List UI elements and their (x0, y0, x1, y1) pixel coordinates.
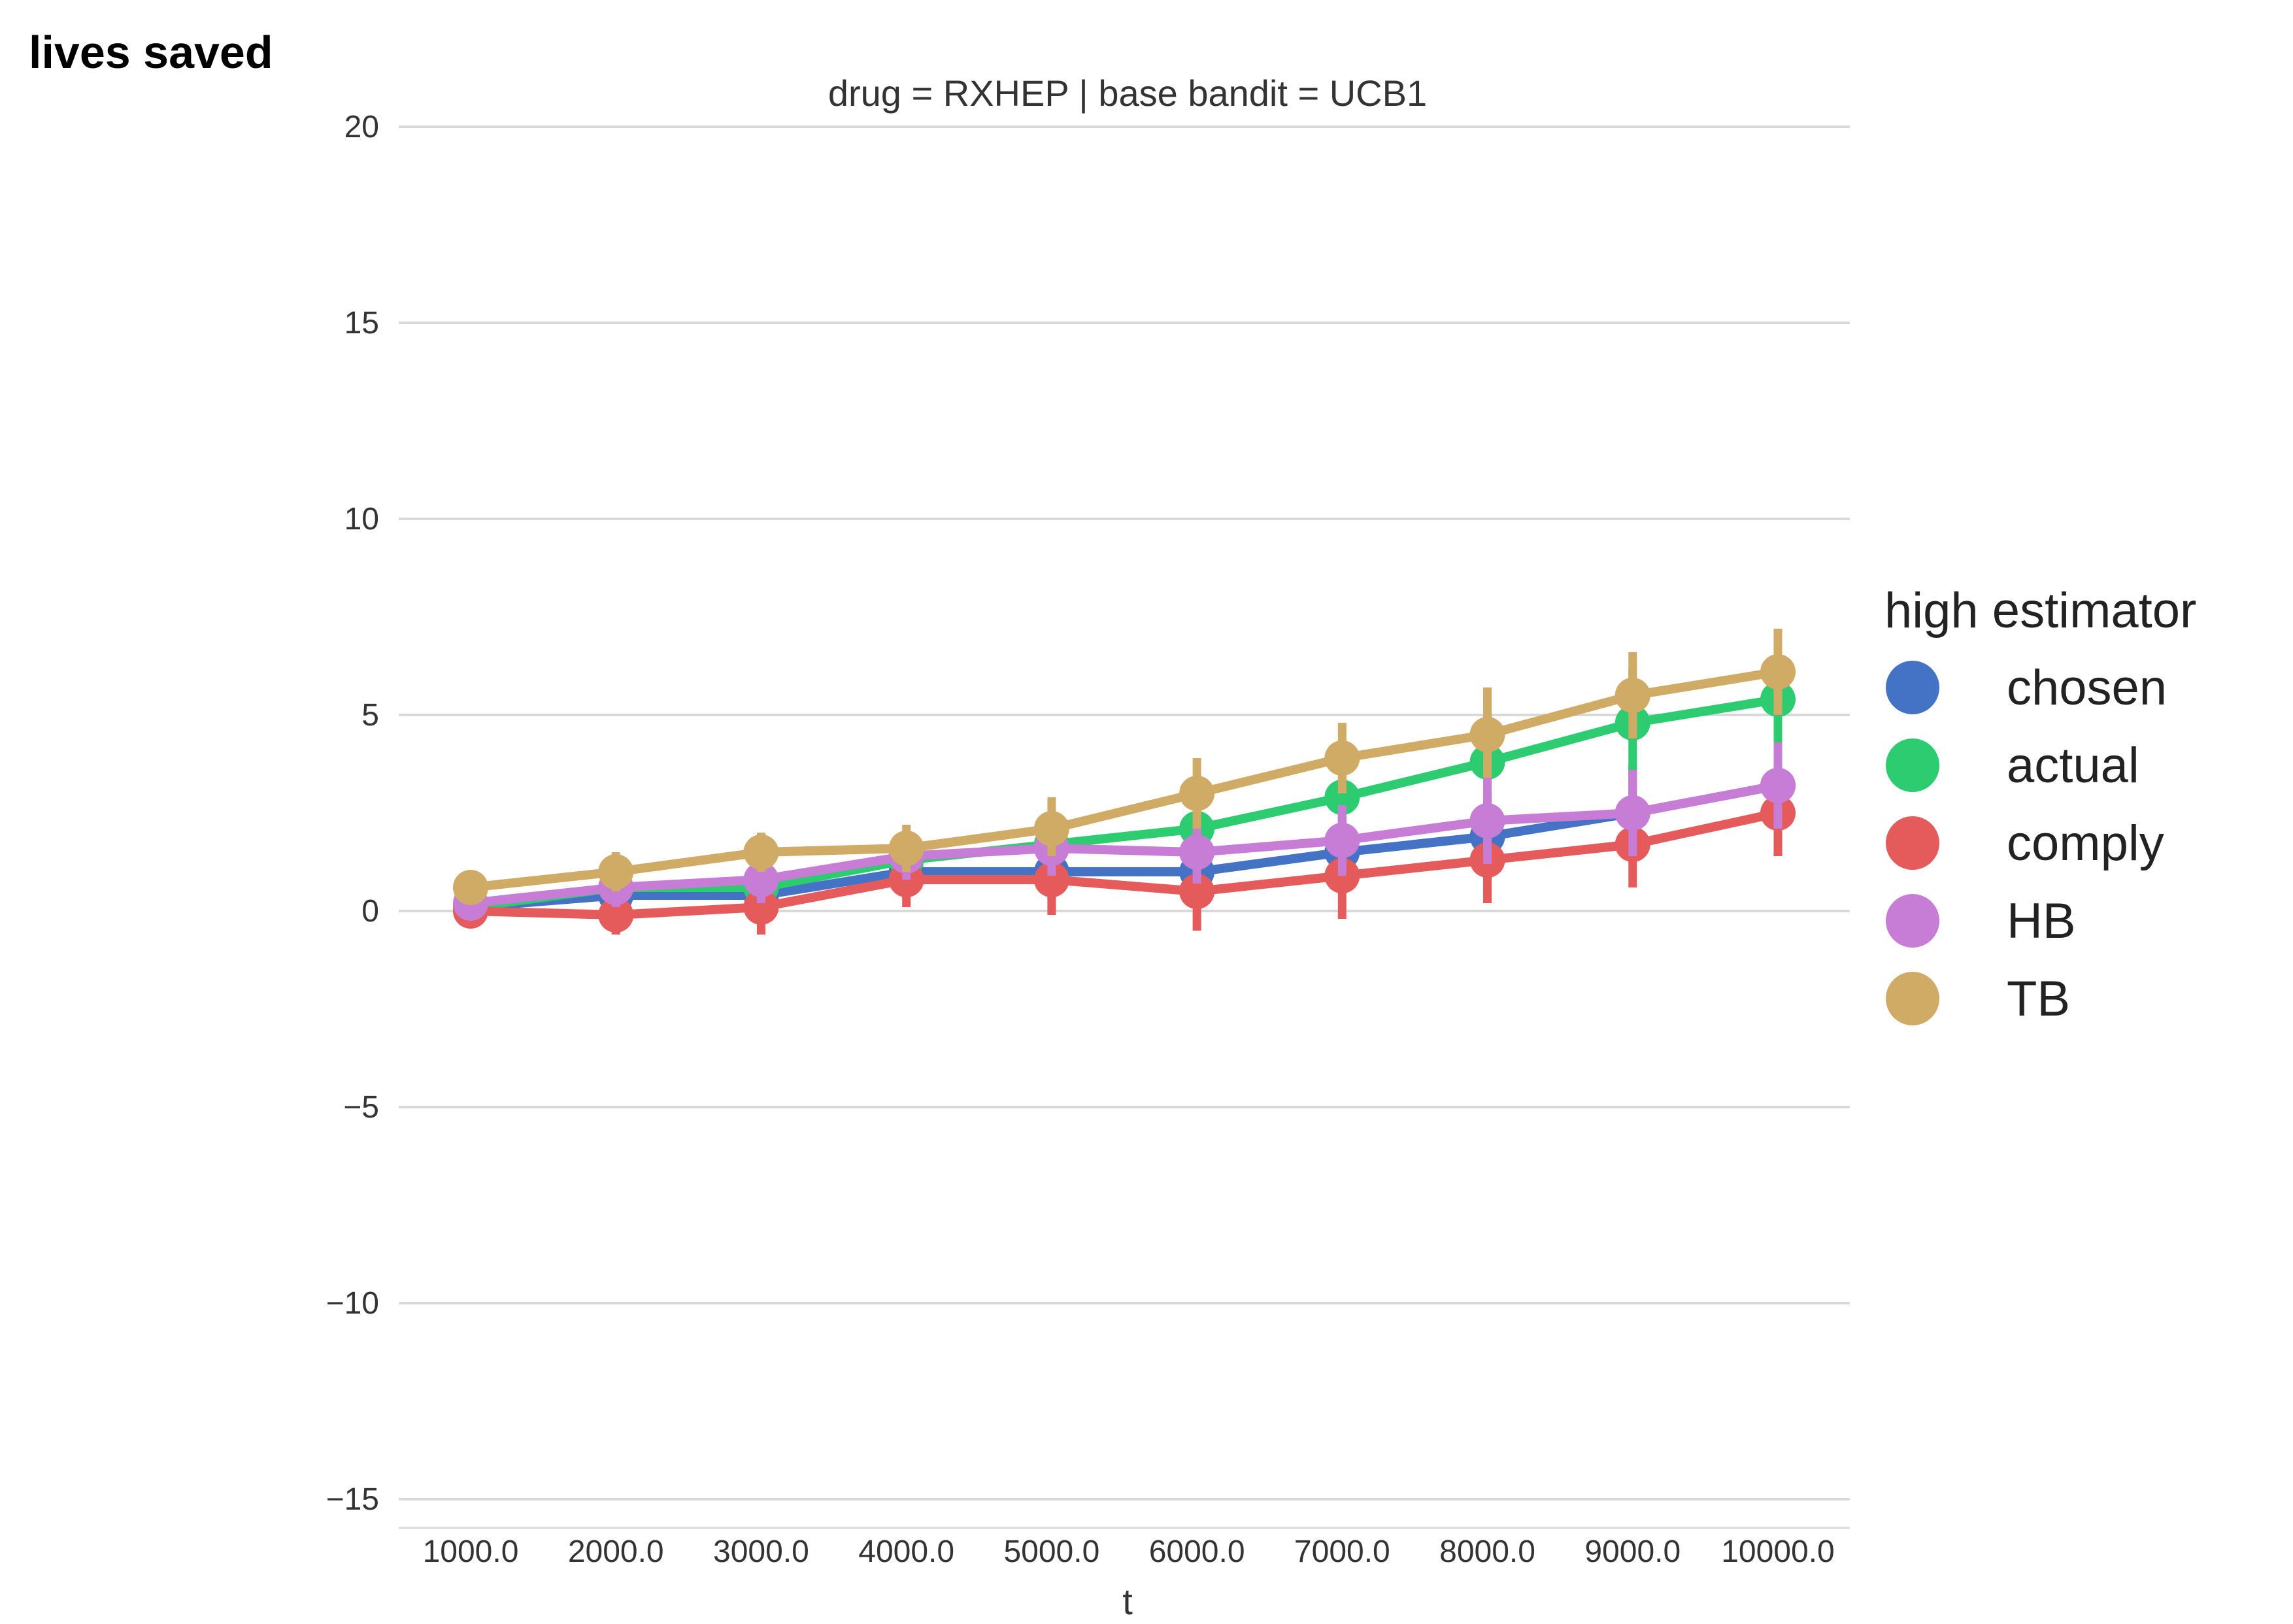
x-tick-label: 1000.0 (423, 1534, 519, 1569)
data-point (743, 889, 779, 925)
series-tb (453, 629, 1796, 905)
y-tick-labels: 20 15 10 5 0 −5 −10 −15 (326, 110, 379, 1517)
legend-marker (1886, 894, 1939, 948)
legend: high estimator chosen actual comply HB TB (1884, 583, 2196, 1027)
data-point (1469, 803, 1505, 838)
data-point (1033, 811, 1069, 846)
y-tick-label: 0 (361, 894, 379, 929)
data-point (1615, 678, 1650, 713)
y-tick-label: −10 (326, 1286, 379, 1321)
series-line (466, 667, 1783, 892)
y-tick-label: 15 (344, 306, 379, 340)
x-axis-label: t (1122, 1581, 1133, 1621)
y-axis-label: lives saved (29, 27, 273, 78)
chart-title: drug = RXHEP | base bandit = UCB1 (828, 73, 1427, 114)
y-tick-label: 5 (361, 698, 379, 733)
y-tick-label: 10 (344, 502, 379, 537)
legend-marker (1886, 816, 1939, 870)
x-tick-label: 9000.0 (1584, 1534, 1681, 1569)
legend-label: HB (2007, 893, 2076, 949)
legend-item-chosen: chosen (1886, 660, 2167, 716)
data-point (1179, 835, 1215, 870)
data-point (1179, 874, 1215, 909)
series-line (466, 808, 1783, 920)
data-point (743, 862, 779, 897)
x-tick-label: 6000.0 (1149, 1534, 1245, 1569)
legend-marker (1886, 738, 1939, 792)
x-tick-label: 5000.0 (1003, 1534, 1099, 1569)
legend-title: high estimator (1884, 583, 2196, 638)
data-point (1033, 862, 1069, 897)
data-point (1324, 740, 1360, 776)
data-point (598, 854, 634, 889)
legend-item-tb: TB (1886, 971, 2070, 1027)
y-tick-label: −15 (326, 1482, 379, 1517)
legend-label: actual (2007, 738, 2139, 793)
x-tick-labels: 1000.0 2000.0 3000.0 4000.0 5000.0 6000.0 7000… (423, 1534, 1835, 1569)
legend-label: TB (2007, 971, 2070, 1027)
series-layer (453, 629, 1796, 935)
legend-label: comply (2007, 816, 2164, 871)
y-tick-label: −5 (343, 1090, 379, 1125)
legend-item-actual: actual (1886, 738, 2139, 793)
data-point (1760, 654, 1796, 689)
legend-label: chosen (2007, 660, 2167, 716)
x-tick-label: 8000.0 (1439, 1534, 1535, 1569)
data-point (1615, 795, 1650, 831)
data-point (1324, 780, 1360, 815)
data-point (888, 831, 924, 866)
data-point (1760, 768, 1796, 803)
data-point (1179, 776, 1215, 811)
legend-marker (1886, 661, 1939, 714)
legend-marker (1886, 972, 1939, 1025)
y-tick-label: 20 (344, 110, 379, 144)
x-tick-label: 10000.0 (1721, 1534, 1835, 1569)
series-line (466, 781, 1783, 912)
data-point (1469, 717, 1505, 752)
x-tick-label: 2000.0 (568, 1534, 664, 1569)
x-tick-label: 4000.0 (858, 1534, 954, 1569)
legend-item-hb: HB (1886, 893, 2076, 949)
data-point (1324, 823, 1360, 858)
data-point (743, 835, 779, 870)
series-line (466, 781, 1783, 908)
legend-item-comply: comply (1886, 816, 2164, 871)
x-tick-label: 3000.0 (713, 1534, 809, 1569)
x-tick-label: 7000.0 (1294, 1534, 1390, 1569)
data-point (453, 870, 488, 905)
data-point (598, 897, 634, 933)
